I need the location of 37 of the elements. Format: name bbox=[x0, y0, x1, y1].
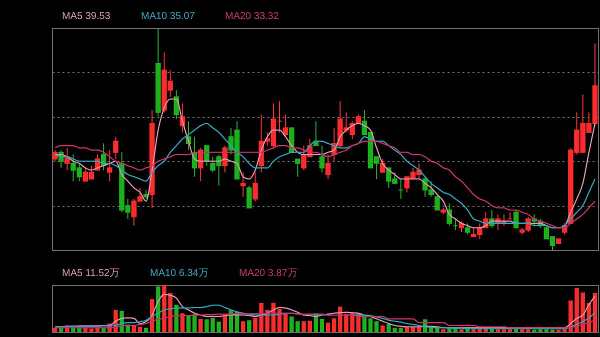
bar bbox=[332, 318, 336, 332]
candlestick bbox=[240, 172, 246, 198]
bar bbox=[240, 321, 246, 332]
text: MA10 35.07 bbox=[141, 11, 196, 22]
candlestick bbox=[204, 145, 210, 166]
bar bbox=[326, 322, 330, 332]
text: MA5 11.52万 bbox=[62, 268, 120, 279]
bar bbox=[138, 326, 142, 332]
bar bbox=[380, 325, 385, 332]
candlestick bbox=[107, 150, 112, 182]
bar bbox=[180, 313, 185, 332]
candlestick bbox=[295, 158, 300, 178]
text: MA20 3.87万 bbox=[239, 268, 298, 279]
bar bbox=[174, 304, 178, 332]
candlestick bbox=[325, 154, 331, 180]
candlestick bbox=[113, 136, 118, 160]
bar bbox=[132, 326, 136, 332]
bar bbox=[247, 320, 252, 332]
bar bbox=[186, 316, 191, 332]
bar bbox=[368, 318, 373, 332]
candlestick bbox=[246, 185, 252, 208]
bar bbox=[198, 318, 203, 332]
candlestick bbox=[252, 172, 258, 202]
bar bbox=[222, 316, 228, 332]
text: MA20 33.32 bbox=[225, 11, 280, 22]
candlestick bbox=[464, 222, 470, 235]
bar bbox=[89, 328, 94, 332]
candlestick bbox=[319, 145, 325, 173]
candlestick bbox=[174, 90, 179, 120]
bar bbox=[320, 318, 324, 332]
bar bbox=[441, 329, 446, 332]
text: MA5 39.53 bbox=[62, 11, 111, 22]
candlestick bbox=[434, 194, 440, 211]
bar bbox=[459, 329, 464, 332]
candlestick bbox=[380, 158, 386, 173]
bar bbox=[374, 321, 379, 332]
text: MA10 6.34万 bbox=[150, 268, 208, 279]
